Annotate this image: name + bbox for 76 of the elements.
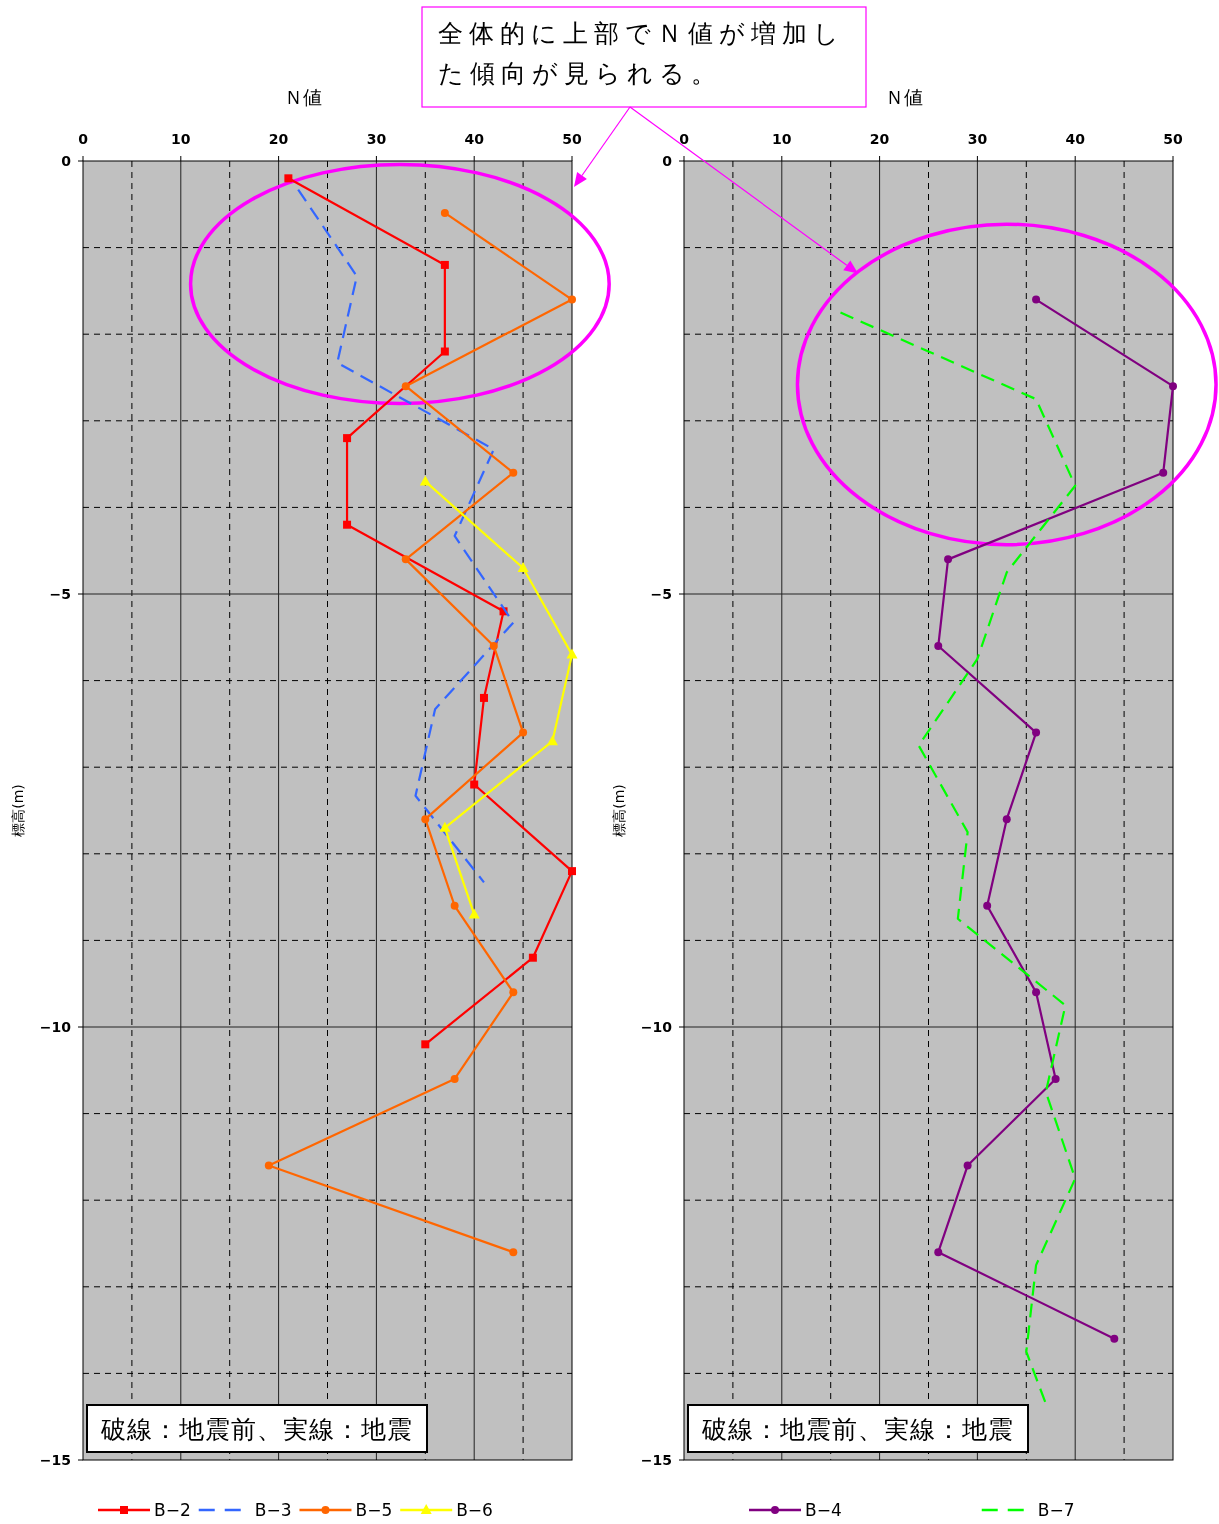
x-tick-label: 10 — [772, 131, 792, 147]
legend-label: B−3 — [254, 1500, 292, 1520]
point — [934, 641, 943, 650]
x-tick-label: 40 — [1065, 131, 1086, 147]
x-tick-label: 10 — [171, 131, 191, 147]
point — [470, 780, 479, 789]
point — [568, 295, 576, 304]
point — [1002, 815, 1011, 824]
point — [401, 382, 410, 391]
point — [343, 434, 352, 443]
x-tick-label: 20 — [869, 131, 890, 147]
x-tick-label: 20 — [268, 131, 289, 147]
legend-label: B−6 — [456, 1500, 493, 1520]
point — [440, 208, 449, 217]
x-axis-title: Ｎ値 — [283, 86, 322, 108]
point — [509, 1248, 518, 1257]
y-tick-label: −15 — [39, 1452, 71, 1468]
point — [439, 821, 451, 832]
point — [421, 1040, 430, 1049]
point — [1032, 295, 1041, 304]
y-tick-label: −15 — [640, 1452, 672, 1468]
x-tick-label: 50 — [562, 131, 582, 147]
point — [983, 901, 992, 910]
point — [509, 988, 518, 997]
point — [934, 1248, 943, 1257]
point — [489, 641, 498, 650]
point — [284, 174, 293, 183]
point — [479, 693, 488, 702]
point — [944, 555, 953, 564]
y-tick-label: −5 — [650, 586, 672, 602]
legend-label: B−5 — [355, 1500, 393, 1520]
point — [440, 260, 449, 269]
y-axis-title: 標高(m) — [10, 784, 26, 837]
point — [468, 908, 480, 919]
point — [450, 1074, 459, 1083]
point — [546, 735, 558, 746]
legend-label: B−2 — [154, 1500, 191, 1520]
y-tick-label: 0 — [662, 153, 673, 169]
point — [419, 475, 431, 486]
x-tick-label: 50 — [1163, 131, 1183, 147]
point — [1032, 988, 1041, 997]
x-axis-title: Ｎ値 — [884, 86, 923, 108]
point — [519, 728, 528, 737]
point — [440, 347, 449, 356]
y-tick-label: −10 — [39, 1019, 72, 1035]
x-tick-label: 30 — [967, 131, 988, 147]
annotation: 破線：地震前、実線：地震 — [701, 1415, 1014, 1444]
note: 破線：地震前、実線：地震 — [687, 1404, 1029, 1453]
point — [1159, 468, 1168, 477]
note: 破線：地震前、実線：地震 — [86, 1404, 428, 1453]
y-tick-label: −5 — [49, 586, 71, 602]
point — [343, 520, 352, 529]
point — [421, 815, 430, 824]
legend-label: B−7 — [1037, 1500, 1075, 1520]
point — [264, 1161, 273, 1170]
x-tick-label: 30 — [366, 131, 387, 147]
x-tick-label: 40 — [464, 131, 485, 147]
point — [566, 648, 578, 659]
point — [517, 562, 529, 573]
point — [528, 953, 537, 962]
legend-label: B−4 — [805, 1500, 842, 1520]
point — [568, 867, 576, 876]
point — [401, 555, 410, 564]
y-axis-title: 標高(m) — [611, 784, 627, 837]
y-tick-label: −10 — [640, 1019, 673, 1035]
point — [509, 468, 518, 477]
y-tick-label: 0 — [61, 153, 72, 169]
point — [963, 1161, 972, 1170]
x-tick-label: 0 — [78, 131, 89, 147]
point — [1032, 728, 1041, 737]
point — [1110, 1334, 1119, 1343]
x-tick-label: 0 — [679, 131, 690, 147]
point — [1051, 1074, 1060, 1083]
point — [450, 901, 459, 910]
annotation: 破線：地震前、実線：地震 — [100, 1415, 413, 1444]
point — [1169, 382, 1177, 391]
